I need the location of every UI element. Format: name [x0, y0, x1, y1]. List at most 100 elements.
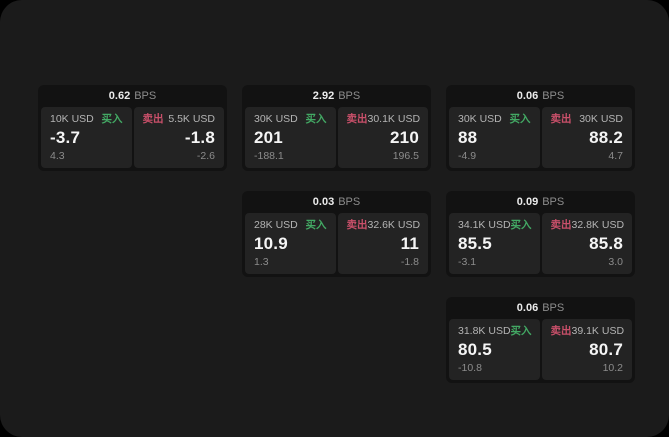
buy-price: 80.5: [458, 340, 492, 359]
buy-quote-panel[interactable]: 30K USD 买入 88 -4.9: [449, 107, 540, 168]
bps-value: 2.92: [312, 90, 335, 102]
buy-panel-top: 34.1K USD 买入: [458, 219, 532, 232]
sell-sub-value: 10.2: [602, 362, 623, 374]
sell-amount: 30K USD: [579, 113, 623, 125]
sell-panel-top: 卖出 39.1K USD: [550, 325, 625, 338]
sell-price: 210: [390, 128, 419, 147]
sell-quote-panel[interactable]: 卖出 30K USD 88.2 4.7: [541, 107, 632, 168]
buy-panel-top: 31.8K USD 买入: [458, 325, 532, 338]
buy-quote-panel[interactable]: 30K USD 买入 201 -188.1: [245, 107, 336, 168]
buy-side-label: 买入: [101, 113, 123, 125]
bps-header: 0.09 BPS: [446, 191, 635, 213]
bps-header: 0.06 BPS: [446, 297, 635, 319]
quote-body: 28K USD 买入 10.9 1.3 卖出 32.6K USD 11 -1.8: [242, 213, 431, 277]
buy-sub-value: 1.3: [254, 256, 269, 268]
sell-panel-top: 卖出 32.6K USD: [346, 219, 421, 232]
buy-sub-value: -188.1: [254, 150, 284, 162]
bps-value: 0.09: [516, 196, 539, 208]
buy-side-label: 买入: [510, 219, 532, 231]
buy-amount: 28K USD: [254, 219, 298, 231]
buy-quote-panel[interactable]: 10K USD 买入 -3.7 4.3: [41, 107, 132, 168]
quote-body: 31.8K USD 买入 80.5 -10.8 卖出 39.1K USD 80.…: [446, 319, 635, 383]
sell-price: 88.2: [589, 128, 623, 147]
quote-body: 34.1K USD 买入 85.5 -3.1 卖出 32.8K USD 85.8…: [446, 213, 635, 277]
quote-card: 0.03 BPS 28K USD 买入 10.9 1.3 卖出 32.6K US…: [242, 191, 431, 277]
sell-quote-panel[interactable]: 卖出 32.8K USD 85.8 3.0: [541, 213, 632, 274]
sell-sub-value: -1.8: [400, 256, 419, 268]
quote-body: 10K USD 买入 -3.7 4.3 卖出 5.5K USD -1.8 -2.…: [38, 107, 227, 171]
sell-amount: 5.5K USD: [168, 113, 215, 125]
sell-side-label: 卖出: [550, 113, 572, 125]
sell-sub-value: -2.6: [196, 150, 215, 162]
sell-panel-top: 卖出 30.1K USD: [346, 113, 421, 126]
buy-sub-value: -3.1: [458, 256, 477, 268]
buy-side-label: 买入: [305, 219, 327, 231]
sell-side-label: 卖出: [346, 219, 368, 231]
buy-quote-panel[interactable]: 28K USD 买入 10.9 1.3: [245, 213, 336, 274]
bps-header: 0.62 BPS: [38, 85, 227, 107]
sell-side-label: 卖出: [550, 219, 572, 231]
sell-quote-panel[interactable]: 卖出 39.1K USD 80.7 10.2: [541, 319, 632, 380]
bps-unit-label: BPS: [542, 196, 565, 208]
sell-sub-value: 3.0: [608, 256, 623, 268]
sell-price: 11: [400, 234, 419, 253]
bps-value: 0.06: [516, 302, 539, 314]
sell-quote-panel[interactable]: 卖出 32.6K USD 11 -1.8: [337, 213, 428, 274]
quote-card: 2.92 BPS 30K USD 买入 201 -188.1 卖出 30.1K …: [242, 85, 431, 171]
sell-panel-top: 卖出 32.8K USD: [550, 219, 625, 232]
buy-panel-top: 28K USD 买入: [254, 219, 327, 232]
buy-sub-value: -4.9: [458, 150, 477, 162]
bps-unit-label: BPS: [338, 196, 361, 208]
sell-panel-top: 卖出 30K USD: [551, 113, 624, 126]
buy-price: 85.5: [458, 234, 492, 253]
buy-amount: 10K USD: [50, 113, 94, 125]
quote-body: 30K USD 买入 201 -188.1 卖出 30.1K USD 210 1…: [242, 107, 431, 171]
bps-unit-label: BPS: [338, 90, 361, 102]
buy-panel-top: 10K USD 买入: [50, 113, 123, 126]
quote-card: 0.06 BPS 30K USD 买入 88 -4.9 卖出 30K USD: [446, 85, 635, 171]
buy-panel-top: 30K USD 买入: [254, 113, 327, 126]
sell-quote-panel[interactable]: 卖出 5.5K USD -1.8 -2.6: [133, 107, 224, 168]
buy-side-label: 买入: [509, 113, 531, 125]
buy-price: 10.9: [254, 234, 288, 253]
quote-card: 0.06 BPS 31.8K USD 买入 80.5 -10.8 卖出 39.1…: [446, 297, 635, 383]
buy-amount: 30K USD: [254, 113, 298, 125]
buy-quote-panel[interactable]: 34.1K USD 买入 85.5 -3.1: [449, 213, 540, 274]
sell-sub-value: 4.7: [608, 150, 623, 162]
sell-side-label: 卖出: [550, 325, 572, 337]
buy-price: 88: [458, 128, 478, 147]
buy-sub-value: 4.3: [50, 150, 65, 162]
bps-header: 2.92 BPS: [242, 85, 431, 107]
sell-panel-top: 卖出 5.5K USD: [143, 113, 216, 126]
sell-amount: 32.8K USD: [571, 219, 625, 231]
bps-value: 0.06: [516, 90, 539, 102]
sell-amount: 39.1K USD: [571, 325, 625, 337]
buy-side-label: 买入: [305, 113, 327, 125]
sell-quote-panel[interactable]: 卖出 30.1K USD 210 196.5: [337, 107, 428, 168]
bps-unit-label: BPS: [134, 90, 157, 102]
sell-sub-value: 196.5: [392, 150, 419, 162]
sell-price: 80.7: [589, 340, 623, 359]
buy-amount: 30K USD: [458, 113, 502, 125]
sell-side-label: 卖出: [142, 113, 164, 125]
buy-panel-top: 30K USD 买入: [458, 113, 531, 126]
sell-amount: 32.6K USD: [367, 219, 421, 231]
quote-card: 0.62 BPS 10K USD 买入 -3.7 4.3 卖出 5.5K USD: [38, 85, 227, 171]
buy-price: -3.7: [50, 128, 81, 147]
bps-unit-label: BPS: [542, 90, 565, 102]
buy-quote-panel[interactable]: 31.8K USD 买入 80.5 -10.8: [449, 319, 540, 380]
sell-side-label: 卖出: [346, 113, 368, 125]
bps-header: 0.03 BPS: [242, 191, 431, 213]
quote-body: 30K USD 买入 88 -4.9 卖出 30K USD 88.2 4.7: [446, 107, 635, 171]
bps-value: 0.62: [108, 90, 131, 102]
buy-sub-value: -10.8: [458, 362, 482, 374]
buy-amount: 34.1K USD: [458, 219, 511, 231]
quote-card: 0.09 BPS 34.1K USD 买入 85.5 -3.1 卖出 32.8K…: [446, 191, 635, 277]
sell-price: 85.8: [589, 234, 623, 253]
buy-amount: 31.8K USD: [458, 325, 511, 337]
sell-price: -1.8: [184, 128, 215, 147]
bps-value: 0.03: [312, 196, 335, 208]
bps-header: 0.06 BPS: [446, 85, 635, 107]
